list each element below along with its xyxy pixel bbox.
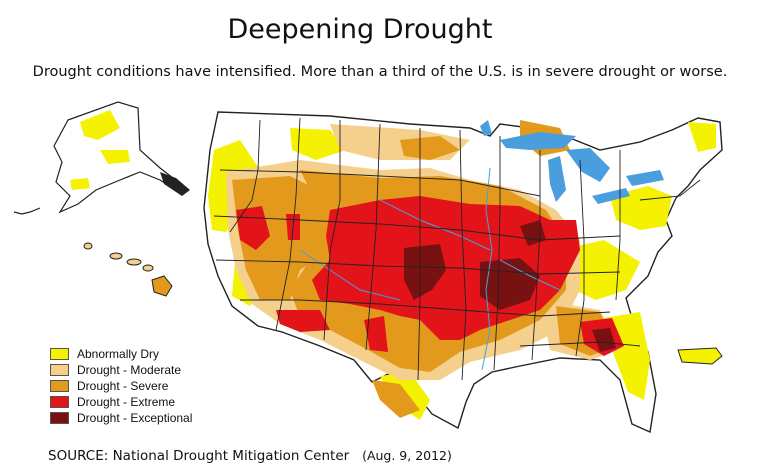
source-date: (Aug. 9, 2012) [362, 448, 452, 463]
legend-label: Abnormally Dry [77, 346, 160, 361]
alaska [13, 101, 190, 215]
legend-swatch [50, 411, 69, 424]
legend-swatch [50, 395, 69, 408]
legend-label: Drought - Severe [77, 378, 169, 393]
map-subtitle: Drought conditions have intensified. Mor… [32, 64, 728, 80]
legend-swatch [50, 347, 69, 360]
drought-map [13, 101, 723, 434]
source-line: SOURCE: National Drought Mitigation Cent… [48, 448, 452, 464]
legend-item-abnormally-dry: Abnormally Dry [50, 346, 192, 361]
legend-item-extreme: Drought - Extreme [50, 394, 192, 409]
legend-item-moderate: Drought - Moderate [50, 362, 192, 377]
contiguous-us [203, 111, 723, 434]
puerto-rico [677, 347, 723, 365]
hawaii [83, 242, 173, 297]
map-title: Deepening Drought [227, 14, 493, 45]
legend: Abnormally Dry Drought - Moderate Drough… [50, 346, 192, 426]
legend-swatch [50, 379, 69, 392]
legend-label: Drought - Moderate [77, 362, 182, 377]
legend-item-severe: Drought - Severe [50, 378, 192, 393]
legend-swatch [50, 363, 69, 376]
legend-label: Drought - Exceptional [77, 410, 193, 425]
legend-item-exceptional: Drought - Exceptional [50, 410, 192, 425]
great-lakes [480, 120, 664, 204]
source-text: SOURCE: National Drought Mitigation Cent… [48, 448, 350, 464]
legend-label: Drought - Extreme [77, 394, 176, 409]
